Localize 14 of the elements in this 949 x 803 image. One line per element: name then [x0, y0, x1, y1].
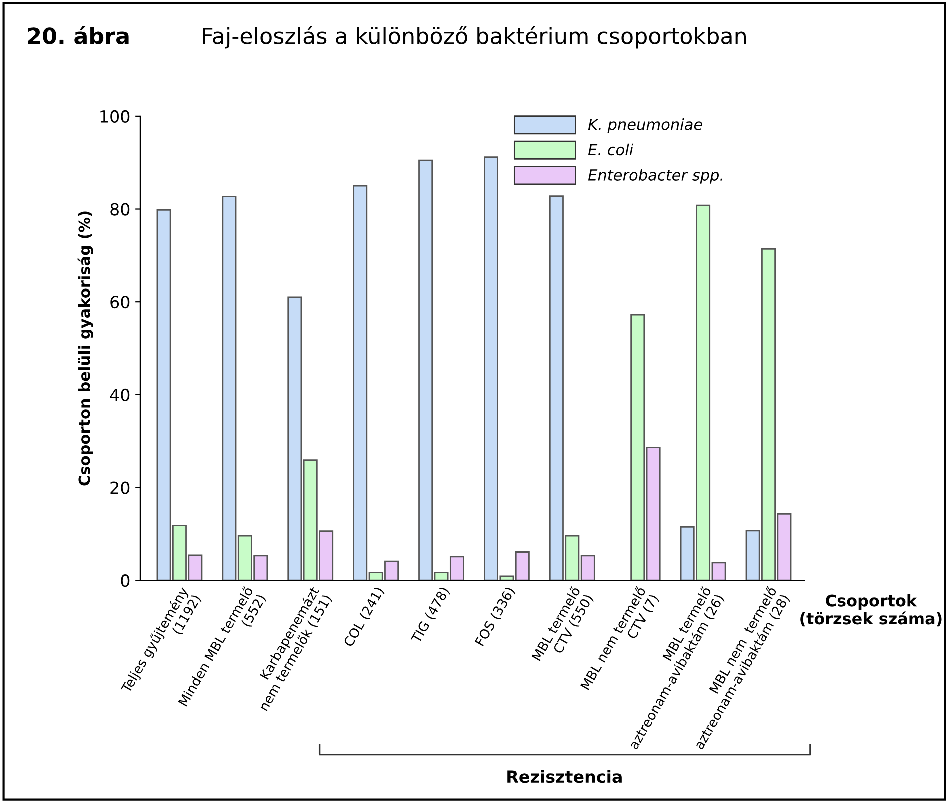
y-tick-label: 0	[121, 574, 130, 588]
legend-label: K. pneumoniae	[588, 118, 702, 134]
legend-label: Enterobacter spp.	[588, 169, 723, 184]
x-axis-title: Csoportok (törzsek száma)	[800, 594, 942, 627]
chart-title: Faj-eloszlás a különböző baktérium csoportokban	[203, 26, 746, 49]
text: 20. ábra	[28, 26, 129, 44]
y-axis-title: Csoporton belüli gyakoriság (%)	[78, 212, 94, 486]
y-tick-label: 40	[110, 388, 130, 402]
y-tick-label: 80	[110, 203, 130, 216]
text: Rezisztencia	[508, 770, 622, 784]
y-tick-label: 20	[110, 482, 130, 494]
y-tick-label: 100	[100, 110, 130, 124]
legend-label: E. coli	[588, 144, 634, 156]
y-tick-label: 60	[110, 296, 130, 309]
